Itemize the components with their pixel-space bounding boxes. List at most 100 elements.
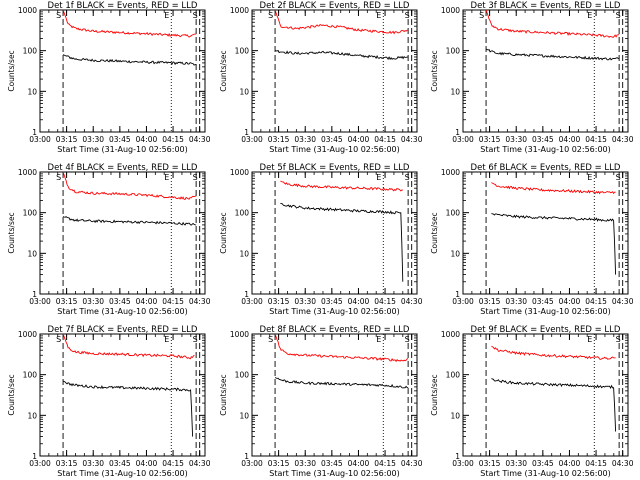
- x-axis-label: Start Time (31-Aug-10 02:56:00): [269, 469, 400, 478]
- x-tick-label: 03:15: [479, 459, 501, 468]
- y-axis-label: Counts/sec: [219, 374, 228, 415]
- x-tick-label: 04:30: [401, 459, 423, 468]
- y-tick-label: 1000: [230, 330, 249, 339]
- x-tick-label: 03:00: [241, 297, 263, 306]
- lld-series-line: [491, 345, 616, 360]
- event-marker-label: E: [587, 11, 592, 20]
- x-tick-label: 04:30: [189, 297, 211, 306]
- event-marker-label: E: [587, 173, 592, 182]
- lld-series-line: [62, 171, 197, 200]
- x-tick-label: 04:30: [612, 297, 634, 306]
- y-tick-label: 1000: [18, 168, 37, 177]
- y-axis-label: Counts/sec: [7, 374, 16, 415]
- x-tick-label: 03:45: [532, 135, 554, 144]
- y-tick-label: 10: [239, 87, 249, 96]
- plot-frame: [39, 333, 206, 457]
- events-series-line: [62, 216, 197, 226]
- y-axis-label: Counts/sec: [7, 50, 16, 91]
- x-tick-label: 04:00: [559, 459, 581, 468]
- y-tick-label: 10: [27, 87, 37, 96]
- x-tick-label: 03:00: [241, 459, 263, 468]
- event-marker-label: S: [405, 173, 410, 182]
- events-series-line: [491, 378, 617, 432]
- lld-series-line: [274, 333, 409, 363]
- y-tick-label: 100: [235, 209, 250, 218]
- plot-frame: [251, 171, 418, 295]
- plot-frame: [39, 9, 206, 133]
- x-tick-label: 03:30: [294, 297, 316, 306]
- y-tick-label: 1000: [441, 6, 460, 15]
- event-marker-label: S: [56, 173, 61, 182]
- y-tick-label: 10: [27, 411, 37, 420]
- y-axis-label: Counts/sec: [430, 50, 439, 91]
- event-marker-label: S: [268, 335, 273, 344]
- panel-title: Det 6f BLACK = Events, RED = LLD: [471, 163, 621, 173]
- panel-3: Det 3f BLACK = Events, RED = LLD 1 10 100 10…: [430, 1, 634, 154]
- event-marker-label: E: [376, 11, 381, 20]
- event-marker-label: S: [479, 11, 484, 20]
- y-tick-label: 100: [23, 209, 38, 218]
- x-axis-label: Start Time (31-Aug-10 02:56:00): [57, 145, 188, 154]
- events-series-line: [274, 377, 409, 389]
- event-marker-label: E: [376, 335, 381, 344]
- x-axis-label: Start Time (31-Aug-10 02:56:00): [269, 307, 400, 316]
- y-tick-label: 10: [27, 249, 37, 258]
- x-tick-label: 04:30: [612, 135, 634, 144]
- events-series-line: [62, 380, 194, 437]
- x-tick-label: 03:00: [452, 297, 474, 306]
- event-marker-label: S: [193, 335, 198, 344]
- y-tick-label: 1000: [230, 168, 249, 177]
- y-tick-label: 1: [32, 452, 37, 461]
- x-tick-label: 04:00: [348, 297, 370, 306]
- x-tick-label: 03:00: [29, 135, 51, 144]
- x-tick-label: 03:30: [82, 297, 104, 306]
- x-tick-label: 03:30: [294, 459, 316, 468]
- x-tick-label: 04:15: [162, 459, 184, 468]
- events-series-line: [280, 202, 404, 282]
- lld-series-line: [62, 333, 195, 360]
- x-tick-label: 04:30: [401, 135, 423, 144]
- x-tick-label: 03:15: [56, 135, 78, 144]
- x-tick-label: 03:00: [452, 135, 474, 144]
- y-tick-label: 10: [450, 411, 460, 420]
- y-tick-label: 1000: [441, 168, 460, 177]
- x-tick-label: 03:15: [268, 135, 290, 144]
- y-tick-label: 100: [446, 371, 461, 380]
- plot-frame: [251, 9, 418, 133]
- x-tick-label: 03:45: [109, 459, 131, 468]
- x-tick-label: 03:15: [268, 459, 290, 468]
- event-marker-label: E: [587, 335, 592, 344]
- event-marker-label: E: [164, 173, 169, 182]
- event-marker-label: S: [616, 335, 621, 344]
- x-tick-label: 04:15: [585, 459, 607, 468]
- x-tick-label: 03:00: [452, 459, 474, 468]
- x-tick-label: 04:15: [374, 459, 396, 468]
- event-marker-label: S: [616, 11, 621, 20]
- x-tick-label: 04:00: [348, 459, 370, 468]
- x-tick-label: 03:30: [505, 459, 527, 468]
- x-tick-label: 03:00: [241, 135, 263, 144]
- event-marker-label: S: [193, 11, 198, 20]
- y-axis-label: Counts/sec: [219, 212, 228, 253]
- x-tick-label: 03:45: [109, 297, 131, 306]
- x-tick-label: 03:30: [505, 135, 527, 144]
- y-axis-label: Counts/sec: [430, 212, 439, 253]
- panel-title: Det 4f BLACK = Events, RED = LLD: [48, 163, 198, 173]
- lld-series-line: [274, 9, 409, 35]
- panel-title: Det 1f BLACK = Events, RED = LLD: [48, 1, 198, 11]
- event-marker-label: S: [56, 11, 61, 20]
- panel-1: Det 1f BLACK = Events, RED = LLD 1 10 100 10…: [7, 1, 211, 154]
- y-tick-label: 1: [455, 290, 460, 299]
- y-tick-label: 1: [244, 452, 249, 461]
- y-tick-label: 1: [455, 452, 460, 461]
- plot-frame: [39, 171, 206, 295]
- x-tick-label: 04:15: [162, 135, 184, 144]
- y-tick-label: 10: [239, 249, 249, 258]
- x-tick-label: 03:45: [532, 459, 554, 468]
- y-tick-label: 1000: [230, 6, 249, 15]
- x-axis-label: Start Time (31-Aug-10 02:56:00): [480, 469, 611, 478]
- x-tick-label: 03:15: [479, 135, 501, 144]
- y-tick-label: 1: [455, 128, 460, 137]
- events-series-line: [62, 54, 197, 66]
- x-tick-label: 03:45: [109, 135, 131, 144]
